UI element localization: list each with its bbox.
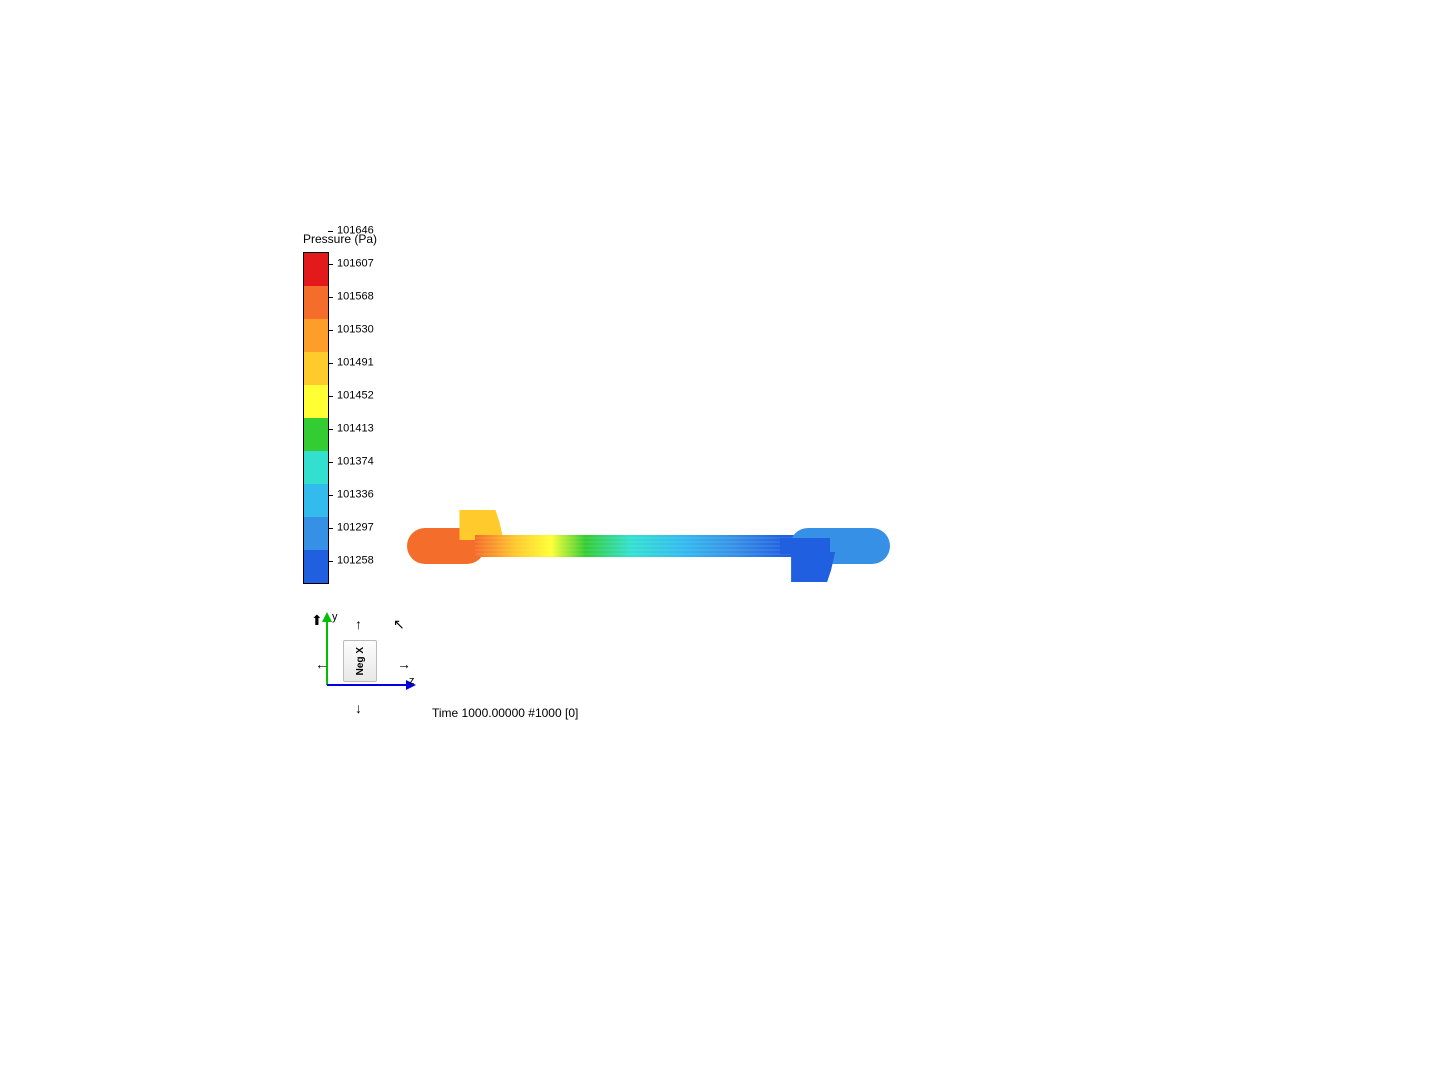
legend-swatch [304,484,328,517]
view-triad[interactable]: y z Neg X ⬆ ↑ ↖ ← → ↓ [303,605,423,725]
nav-arrow-rotate-cw-icon[interactable]: ↖ [393,617,405,631]
nav-arrow-left-icon[interactable]: ← [315,657,329,671]
legend-swatch [304,352,328,385]
legend-swatch [304,517,328,550]
legend-swatch [304,253,328,286]
timestamp-label: Time 1000.00000 #1000 [0] [432,706,578,720]
legend-ticks: 1016461016071015681015301014911014521014… [328,231,398,563]
axis-z-label: z [409,675,415,687]
pressure-contour-model[interactable] [405,508,905,588]
legend-swatch [304,451,328,484]
legend-colorbar [303,252,329,584]
pressure-legend: Pressure (Pa) 10164610160710156810153010… [303,232,393,584]
nav-arrow-up-icon[interactable]: ↑ [355,617,362,631]
legend-swatch [304,550,328,583]
nav-arrow-down-icon[interactable]: ↓ [355,701,362,715]
axis-y-label: y [332,611,338,623]
view-cube-label: Neg X [355,647,366,675]
legend-swatch [304,286,328,319]
nav-arrow-up-home-icon[interactable]: ⬆ [311,613,323,627]
legend-swatch [304,319,328,352]
legend-swatch [304,385,328,418]
legend-swatch [304,418,328,451]
view-cube-face[interactable]: Neg X [343,640,377,682]
nav-arrow-right-icon[interactable]: → [397,657,411,671]
